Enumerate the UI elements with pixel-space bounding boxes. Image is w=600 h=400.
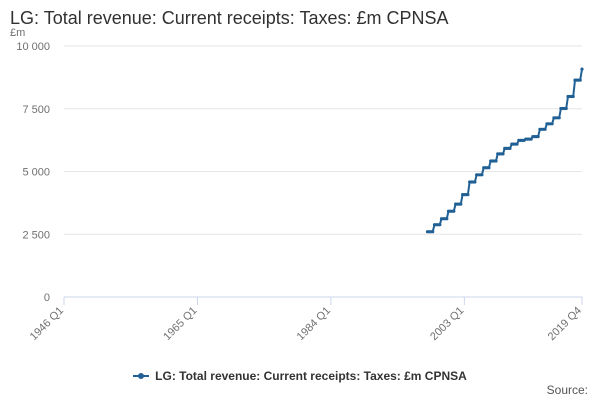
- series-data-point: [466, 193, 470, 197]
- series-data-point: [487, 166, 491, 170]
- y-tick-label: 7 500: [22, 104, 50, 116]
- series-data-point: [452, 209, 456, 213]
- series-data-point: [529, 137, 533, 141]
- series-data-point: [557, 116, 561, 120]
- y-tick-label: 10 000: [16, 41, 50, 53]
- legend-series-label: LG: Total revenue: Current receipts: Tax…: [155, 369, 467, 383]
- series-data-point: [438, 223, 442, 227]
- legend-series-marker-icon: [133, 373, 150, 379]
- x-tick-label: 1965 Q1: [161, 305, 199, 343]
- series-data-point: [494, 159, 498, 163]
- x-tick-label: 2019 Q4: [546, 305, 584, 343]
- series-data-point: [445, 217, 449, 221]
- series-data-point: [515, 142, 519, 146]
- y-tick-label: 2 500: [22, 229, 50, 241]
- x-tick-label: 2003 Q1: [428, 305, 466, 343]
- series-data-point: [543, 127, 547, 131]
- series-data-point: [564, 106, 568, 111]
- y-tick-label: 5 000: [22, 167, 50, 179]
- series-data-point: [580, 67, 584, 71]
- series-data-point: [459, 202, 463, 206]
- series-data-point: [473, 180, 477, 184]
- legend[interactable]: LG: Total revenue: Current receipts: Tax…: [0, 366, 600, 383]
- series-data-point: [536, 135, 540, 139]
- series-data-point: [571, 94, 575, 99]
- chart-title: LG: Total revenue: Current receipts: Tax…: [10, 8, 449, 28]
- series-data-point: [578, 78, 582, 82]
- series-data-point: [480, 173, 484, 177]
- x-tick-label: 1984 Q1: [295, 305, 333, 343]
- series-data-point: [431, 230, 435, 234]
- series-data-point: [501, 152, 505, 156]
- series-data-point: [508, 146, 512, 150]
- y-axis-unit-label: £m: [10, 27, 26, 39]
- series-data-point: [550, 122, 554, 126]
- y-tick-label: 0: [44, 292, 50, 304]
- source-label: Source:: [546, 383, 588, 397]
- x-tick-label: 1946 Q1: [28, 305, 66, 343]
- series-line: [427, 68, 583, 233]
